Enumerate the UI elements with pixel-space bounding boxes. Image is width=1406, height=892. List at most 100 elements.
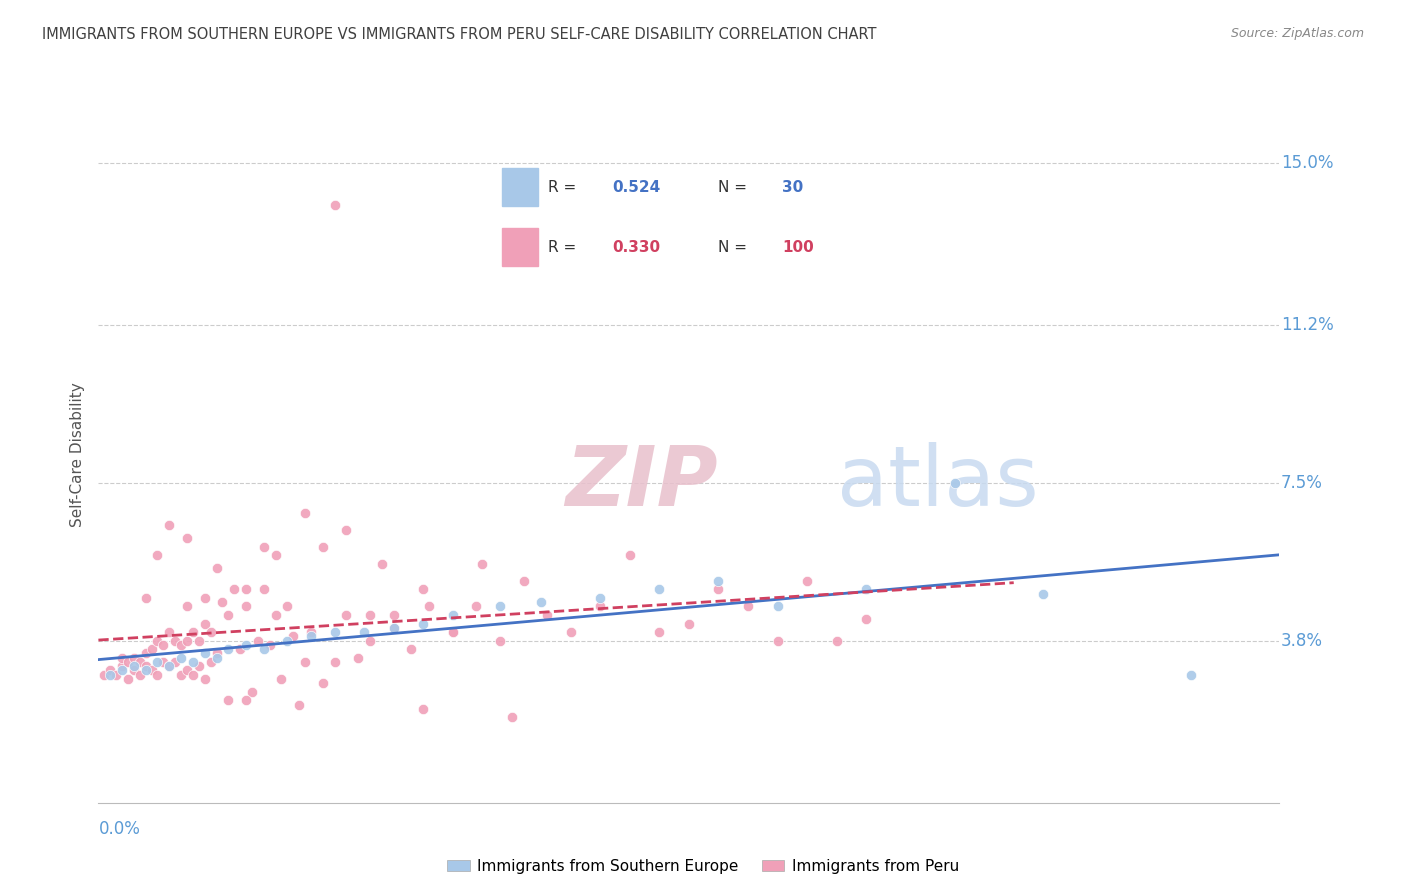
Point bbox=[194, 616, 217, 631]
Point bbox=[122, 659, 145, 673]
Point bbox=[737, 599, 759, 614]
Point bbox=[157, 625, 180, 640]
Point bbox=[276, 633, 298, 648]
Point bbox=[589, 591, 612, 605]
Point bbox=[589, 599, 612, 614]
Point bbox=[1180, 667, 1202, 681]
Point bbox=[176, 599, 198, 614]
Point bbox=[418, 599, 440, 614]
Point bbox=[382, 621, 405, 635]
Point bbox=[176, 664, 198, 678]
Point bbox=[530, 595, 553, 609]
Point bbox=[200, 625, 222, 640]
Point bbox=[855, 612, 877, 626]
Point bbox=[128, 655, 150, 669]
Point bbox=[335, 607, 357, 622]
Point bbox=[235, 638, 257, 652]
Point bbox=[707, 582, 730, 597]
Point bbox=[217, 642, 239, 657]
Point bbox=[382, 607, 405, 622]
Point bbox=[501, 710, 523, 724]
Point bbox=[194, 647, 217, 661]
Point bbox=[205, 650, 228, 665]
Point bbox=[235, 599, 257, 614]
Point bbox=[217, 607, 239, 622]
Point bbox=[135, 647, 157, 661]
Point bbox=[270, 672, 292, 686]
Text: 15.0%: 15.0% bbox=[1281, 153, 1333, 171]
Point bbox=[122, 650, 145, 665]
Point bbox=[276, 599, 298, 614]
Point bbox=[1032, 587, 1054, 601]
Point bbox=[323, 625, 346, 640]
Point bbox=[512, 574, 534, 588]
Point bbox=[264, 548, 287, 562]
Point bbox=[194, 672, 217, 686]
Y-axis label: Self-Care Disability: Self-Care Disability bbox=[69, 383, 84, 527]
Point bbox=[157, 518, 180, 533]
Point bbox=[347, 650, 370, 665]
Point bbox=[98, 664, 121, 678]
Point bbox=[299, 629, 322, 643]
Point bbox=[170, 638, 193, 652]
Point bbox=[111, 659, 134, 673]
Point bbox=[176, 633, 198, 648]
Point bbox=[117, 672, 139, 686]
Point bbox=[141, 664, 163, 678]
Point bbox=[766, 633, 789, 648]
Point bbox=[259, 638, 281, 652]
Point bbox=[465, 599, 488, 614]
Point bbox=[187, 659, 209, 673]
Point bbox=[253, 642, 276, 657]
Text: atlas: atlas bbox=[837, 442, 1038, 524]
Point bbox=[181, 625, 204, 640]
Point bbox=[353, 625, 375, 640]
Text: 11.2%: 11.2% bbox=[1281, 316, 1333, 334]
Point bbox=[294, 506, 316, 520]
Point bbox=[825, 633, 848, 648]
Point bbox=[401, 642, 423, 657]
Point bbox=[678, 616, 700, 631]
Point bbox=[246, 633, 269, 648]
Point bbox=[176, 531, 198, 545]
Point bbox=[93, 667, 115, 681]
Point bbox=[288, 698, 311, 712]
Point bbox=[157, 659, 180, 673]
Point bbox=[187, 633, 209, 648]
Point bbox=[146, 548, 169, 562]
Text: 7.5%: 7.5% bbox=[1281, 474, 1323, 491]
Text: IMMIGRANTS FROM SOUTHERN EUROPE VS IMMIGRANTS FROM PERU SELF-CARE DISABILITY COR: IMMIGRANTS FROM SOUTHERN EUROPE VS IMMIG… bbox=[42, 27, 877, 42]
Point bbox=[141, 642, 163, 657]
Point bbox=[471, 557, 494, 571]
Point bbox=[412, 702, 434, 716]
Point bbox=[312, 540, 335, 554]
Point bbox=[412, 582, 434, 597]
Point bbox=[135, 659, 157, 673]
Point bbox=[489, 633, 512, 648]
Point bbox=[382, 621, 405, 635]
Point bbox=[855, 582, 877, 597]
Point bbox=[194, 591, 217, 605]
Point bbox=[165, 633, 187, 648]
Point bbox=[229, 642, 252, 657]
Point bbox=[240, 685, 263, 699]
Point bbox=[181, 667, 204, 681]
Point bbox=[766, 599, 789, 614]
Point bbox=[135, 664, 157, 678]
Point bbox=[359, 633, 381, 648]
Point bbox=[707, 574, 730, 588]
Text: 3.8%: 3.8% bbox=[1281, 632, 1323, 649]
Text: 0.0%: 0.0% bbox=[98, 821, 141, 838]
Point bbox=[619, 548, 641, 562]
Point bbox=[205, 561, 228, 575]
Point bbox=[441, 607, 464, 622]
Point bbox=[253, 582, 276, 597]
Point bbox=[170, 667, 193, 681]
Point bbox=[335, 523, 357, 537]
Point bbox=[294, 655, 316, 669]
Point bbox=[796, 574, 818, 588]
Point bbox=[412, 616, 434, 631]
Point bbox=[135, 591, 157, 605]
Point bbox=[312, 676, 335, 690]
Legend: Immigrants from Southern Europe, Immigrants from Peru: Immigrants from Southern Europe, Immigra… bbox=[440, 853, 966, 880]
